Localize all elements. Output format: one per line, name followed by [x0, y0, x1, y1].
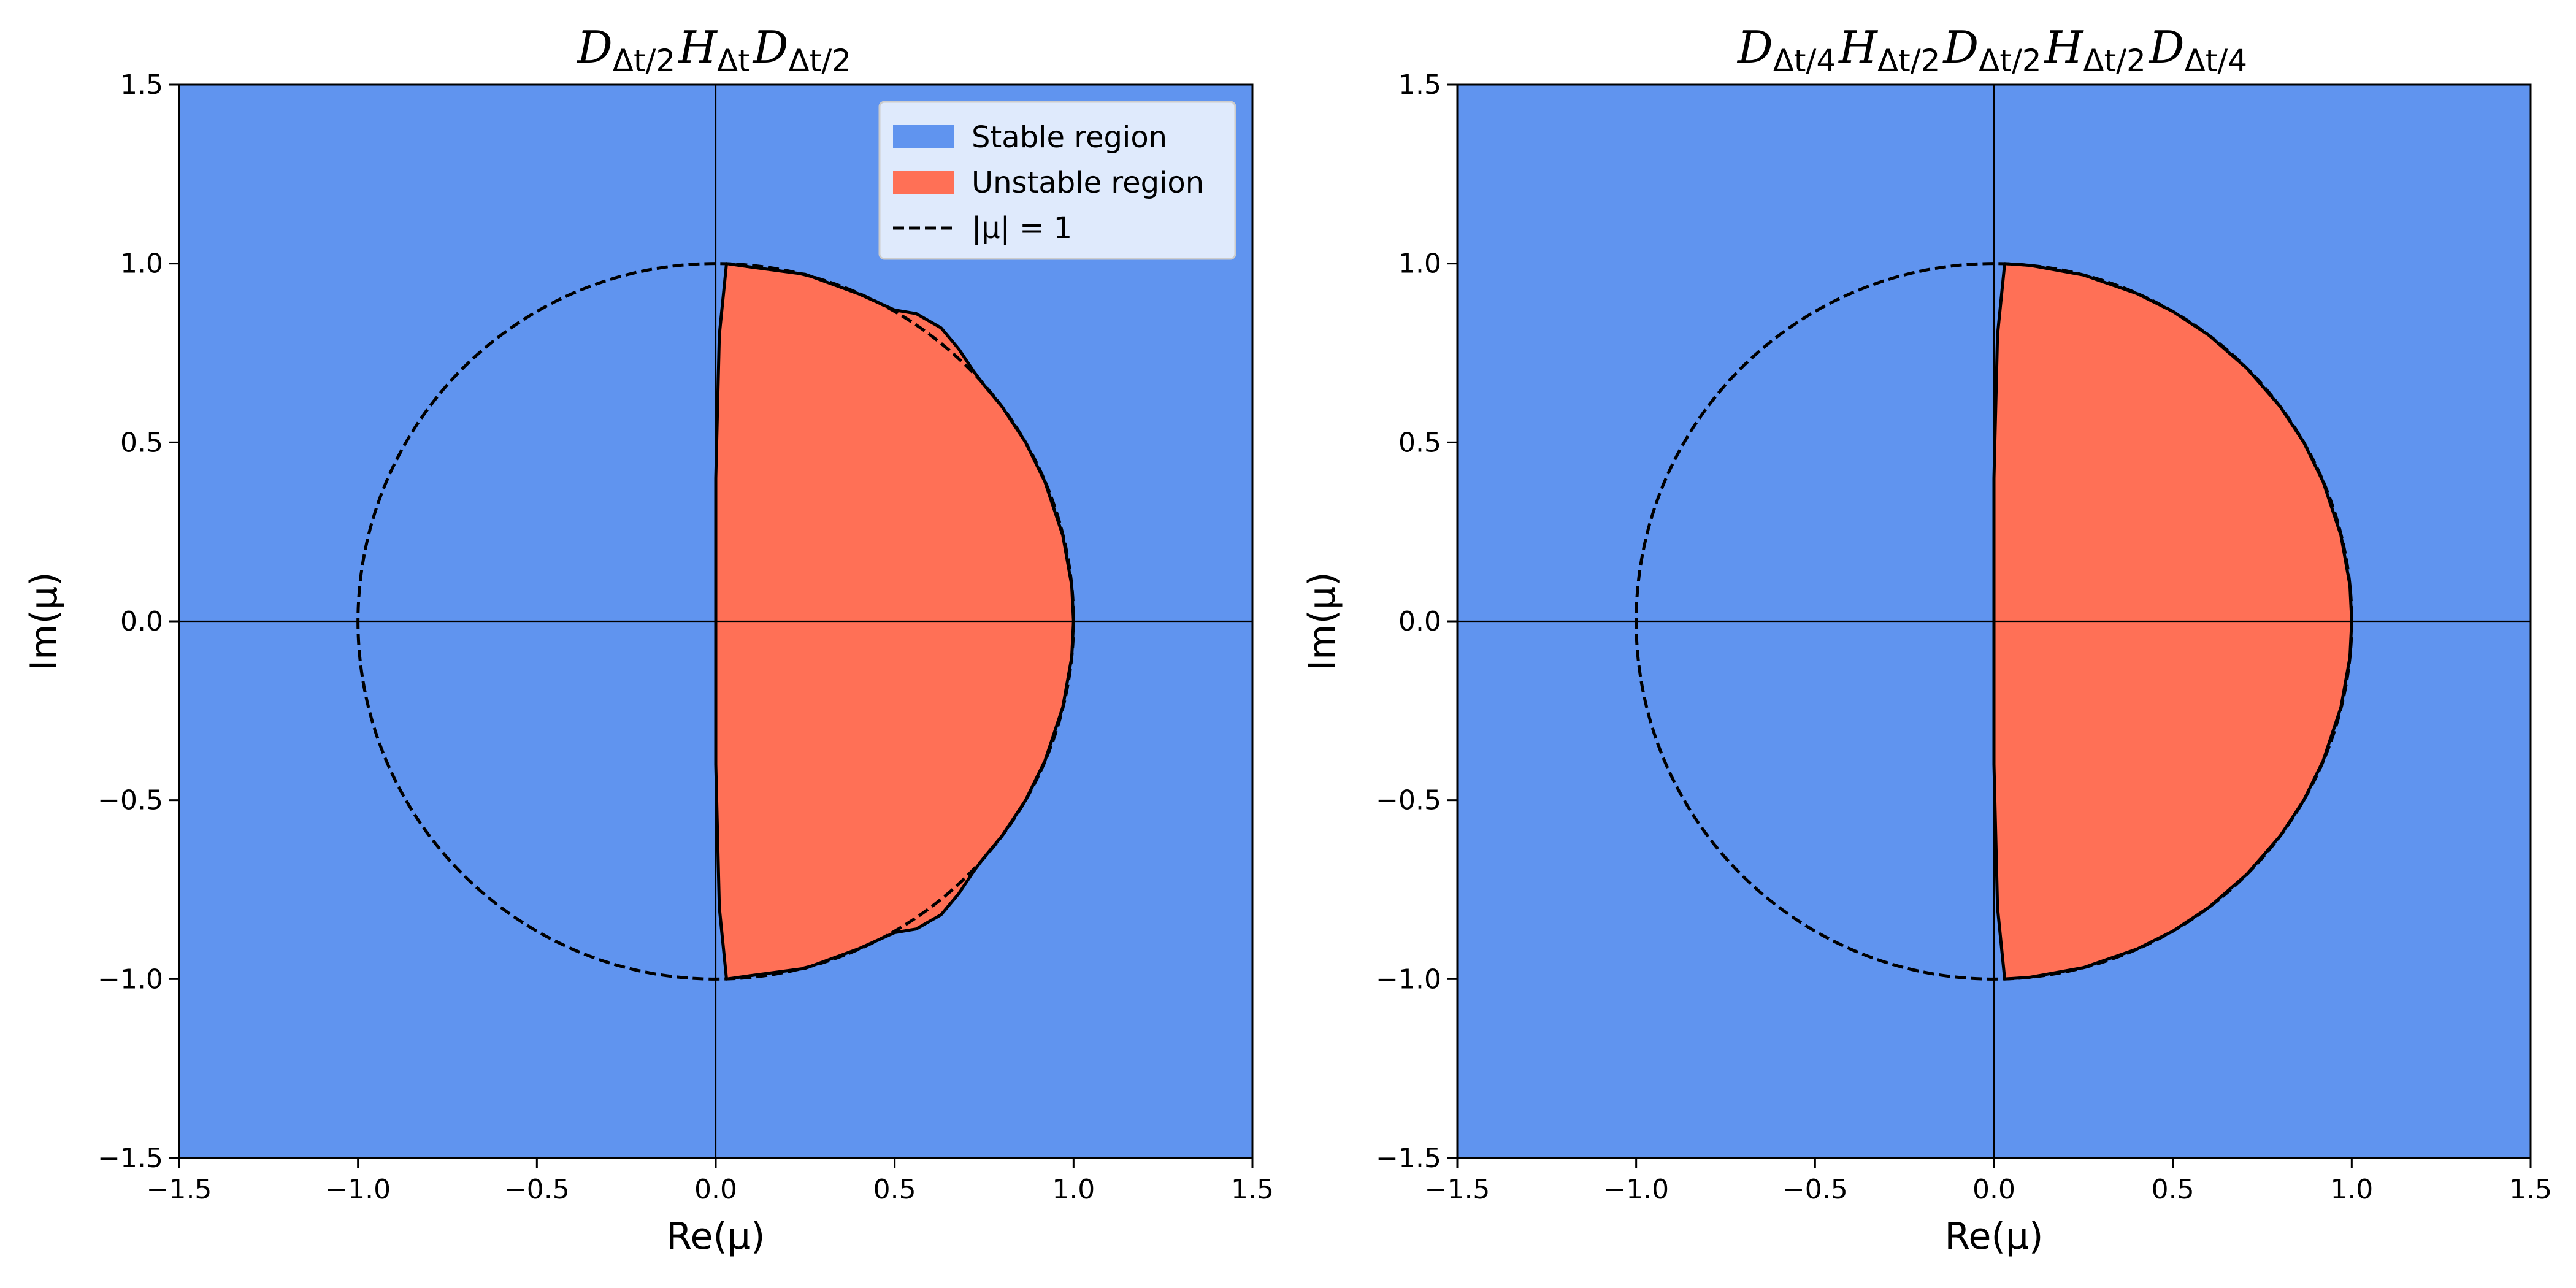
title-operator: D	[1736, 21, 1773, 73]
x-tick-label: −1.0	[325, 1174, 391, 1205]
y-tick-label: 0.0	[120, 606, 163, 637]
chart-title: DΔt/4 HΔt/2 DΔt/2 HΔt/2 DΔt/4	[1736, 21, 2250, 79]
title-operator: D	[752, 21, 789, 73]
y-tick-label: 0.0	[1398, 606, 1441, 637]
x-axis-label: Re(μ)	[667, 1215, 765, 1258]
title-subscript: Δt/2	[613, 43, 675, 79]
y-tick-label: 0.5	[1398, 427, 1441, 458]
y-tick-label: −0.5	[98, 785, 163, 816]
x-tick-label: 1.5	[1231, 1174, 1274, 1205]
title-operator: H	[1838, 21, 1878, 73]
x-tick-label: −0.5	[504, 1174, 570, 1205]
x-tick-label: 0.5	[873, 1174, 916, 1205]
y-axis-label: Im(μ)	[23, 572, 66, 670]
title-subscript: Δt/2	[2083, 43, 2145, 79]
x-tick-label: 1.0	[1052, 1174, 1095, 1205]
title-operator: D	[2148, 21, 2185, 73]
title-subscript: Δt	[717, 43, 750, 79]
x-tick-label: −1.5	[147, 1174, 212, 1205]
title-subscript: Δt/4	[1773, 43, 1836, 79]
legend-entry: Unstable region	[972, 166, 1204, 200]
y-tick-label: 1.0	[120, 248, 163, 280]
x-tick-label: 1.0	[2330, 1174, 2373, 1205]
x-tick-label: 0.0	[694, 1174, 737, 1205]
y-tick-label: −1.5	[98, 1143, 163, 1174]
title-operator: D	[1942, 21, 1979, 73]
title-subscript: Δt/2	[1979, 43, 2041, 79]
x-tick-label: −0.5	[1782, 1174, 1848, 1205]
title-operator: H	[2044, 21, 2084, 73]
chart-panel-right: −1.5 −1.0 −0.5 0.0 0.5 1.0 1.5 −1.5 −1.0 −0.5 0.0 0…	[1301, 21, 2552, 1258]
x-tick-label: 1.5	[2509, 1174, 2552, 1205]
x-tick-label: −1.5	[1425, 1174, 1490, 1205]
legend-entry: Stable region	[972, 120, 1167, 155]
y-tick-label: 0.5	[120, 427, 163, 458]
y-tick-label: −1.5	[1376, 1143, 1441, 1174]
unit-circle	[1635, 262, 2353, 981]
x-tick-label: 0.5	[2152, 1174, 2195, 1205]
legend-box	[878, 101, 1236, 260]
y-tick-label: 1.5	[1398, 69, 1441, 101]
legend-entry: |μ| = 1	[972, 211, 1072, 245]
x-tick-label: 0.0	[1972, 1174, 2015, 1205]
y-tick-label: 1.0	[1398, 248, 1441, 280]
title-subscript: Δt/2	[789, 43, 851, 79]
y-axis-label: Im(μ)	[1301, 572, 1344, 670]
x-tick-label: −1.0	[1603, 1174, 1669, 1205]
chart-panel-left: −1.5 −1.0 −0.5 0.0 0.5 1.0 1.5 −1.5 −1.0 −0.5 0.0 0…	[23, 21, 1274, 1258]
y-tick-label: 1.5	[120, 69, 163, 101]
legend-swatch-stable	[893, 125, 954, 148]
unit-circle	[356, 262, 1075, 981]
legend: Stable region Unstable region |μ| = 1	[878, 101, 1236, 260]
title-subscript: Δt/4	[2185, 43, 2247, 79]
legend-swatch-unstable	[893, 171, 954, 194]
chart-title: DΔt/2 HΔt DΔt/2	[576, 21, 854, 79]
y-tick-label: −0.5	[1376, 785, 1441, 816]
y-tick-label: −1.0	[98, 964, 163, 995]
x-axis-label: Re(μ)	[1945, 1215, 2044, 1258]
title-subscript: Δt/2	[1877, 43, 1940, 79]
title-operator: D	[576, 21, 613, 73]
title-operator: H	[677, 21, 718, 73]
y-tick-label: −1.0	[1376, 964, 1441, 995]
